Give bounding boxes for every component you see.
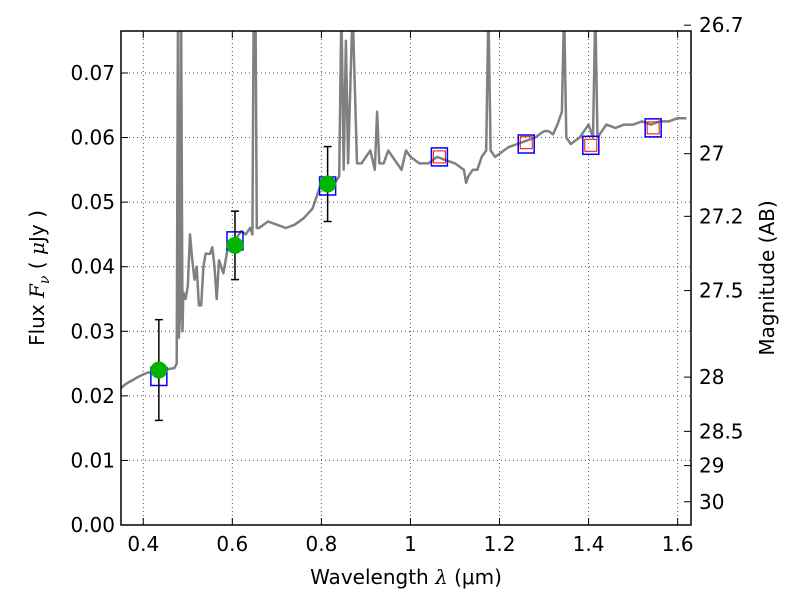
y2-tick-label: 29	[699, 454, 724, 478]
y2-tick-label: 27.5	[699, 279, 744, 303]
x-tick-label: 0.6	[216, 532, 248, 556]
observed-flux-point	[150, 361, 168, 379]
x-tick-label: 1.4	[573, 532, 605, 556]
y2-axis-label: Magnitude (AB)	[755, 200, 779, 355]
plot-frame	[120, 30, 692, 526]
model-flux-box	[644, 118, 662, 138]
spectrum-line	[121, 31, 687, 390]
model-flux-box	[517, 134, 535, 154]
upper-limit-box	[432, 150, 446, 164]
y-tick-label: 0.07	[70, 61, 115, 85]
x-tick-label: 1	[404, 532, 417, 556]
y-tick-label: 0.04	[70, 255, 115, 279]
model-flux-box	[430, 147, 449, 167]
x-tick-label: 0.8	[305, 532, 337, 556]
observed-flux-point	[226, 236, 244, 254]
x-tick-label: 1.2	[484, 532, 516, 556]
grid-lines	[121, 31, 691, 525]
y2-tick-label: 28	[699, 365, 724, 389]
x-axis-label: Wavelength λ (μm)	[310, 565, 502, 589]
y-tick-label: 0.01	[70, 448, 115, 472]
observed-flux-point	[319, 175, 337, 193]
y-tick-label: 0.03	[70, 319, 115, 343]
y2-tick-label: 28.5	[699, 419, 744, 443]
y2-tick-label: 30	[699, 490, 724, 514]
x-tick-label: 0.4	[127, 532, 159, 556]
x-tick-label: 1.6	[662, 532, 694, 556]
upper-limit-box	[584, 138, 598, 152]
series-layer	[121, 31, 687, 390]
y-axis-label: Flux Fν ( μJy )	[25, 210, 53, 346]
y-tick-label: 0.06	[70, 126, 115, 150]
y2-tick-label: 27	[699, 142, 724, 166]
y-tick-label: 0.02	[70, 384, 115, 408]
marker-layer	[150, 118, 662, 422]
upper-limit-box	[646, 121, 660, 135]
y2-tick-label: 27.2	[699, 204, 744, 228]
upper-limit-box	[519, 136, 533, 150]
y-tick-label: 0.00	[70, 513, 115, 537]
y-tick-label: 0.05	[70, 190, 115, 214]
tick-layer: 0.4 0.6 0.8 1 1.2 1.4 1.6 0.00 0.01 0.02 0.03 0.04 0…	[70, 13, 743, 556]
model-flux-box	[582, 135, 600, 156]
y2-tick-label: 26.7	[699, 13, 744, 37]
